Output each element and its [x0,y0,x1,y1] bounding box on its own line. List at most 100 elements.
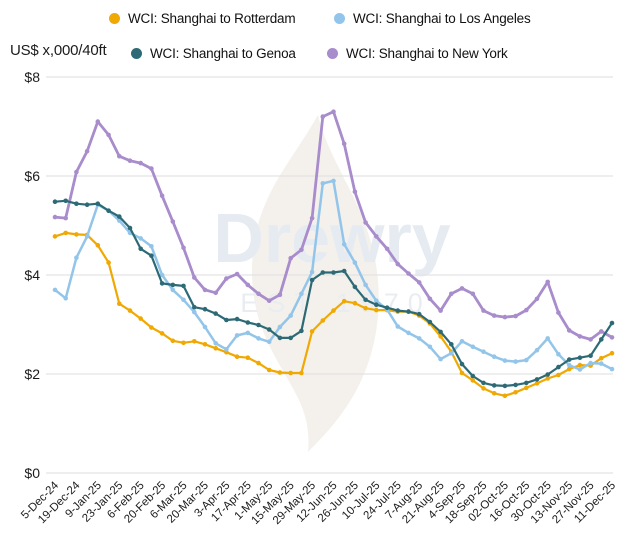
data-point[interactable] [52,287,58,293]
data-point[interactable] [224,347,229,352]
data-point[interactable] [384,305,390,311]
data-point[interactable] [106,260,111,265]
data-point[interactable] [181,340,186,346]
data-point[interactable] [502,358,508,363]
legend-item-new-york[interactable]: WCI: Shanghai to New York [327,45,508,61]
data-point[interactable] [502,314,508,320]
data-point[interactable] [331,308,336,313]
data-point[interactable] [320,318,326,323]
data-point[interactable] [449,291,454,297]
data-point[interactable] [524,385,529,391]
data-point[interactable] [491,313,497,318]
data-point[interactable] [202,324,208,330]
data-point[interactable] [374,307,379,313]
data-point[interactable] [513,313,518,319]
data-point[interactable] [341,242,347,247]
data-point[interactable] [556,364,561,370]
data-point[interactable] [395,308,401,313]
data-point[interactable] [266,298,272,304]
data-point[interactable] [459,286,465,291]
data-point[interactable] [117,301,122,307]
data-point[interactable] [159,272,165,278]
data-point[interactable] [288,370,294,376]
data-point[interactable] [438,334,443,339]
data-point[interactable] [213,311,218,316]
data-point[interactable] [149,325,154,330]
data-point[interactable] [331,109,336,114]
data-point[interactable] [213,290,218,296]
data-point[interactable] [395,261,401,267]
data-point[interactable] [384,246,390,252]
data-point[interactable] [224,317,229,323]
data-point[interactable] [213,341,218,346]
data-point[interactable] [159,281,165,286]
data-point[interactable] [449,342,454,347]
data-point[interactable] [341,298,347,304]
legend-item-los-angeles[interactable]: WCI: Shanghai to Los Angeles [334,10,531,26]
data-point[interactable] [320,114,326,119]
data-point[interactable] [309,215,315,221]
data-point[interactable] [470,344,476,350]
data-point[interactable] [513,382,518,388]
data-point[interactable] [524,380,529,386]
data-point[interactable] [374,234,379,239]
data-point[interactable] [117,218,122,223]
data-point[interactable] [202,342,208,347]
data-point[interactable] [234,271,240,277]
data-point[interactable] [481,308,486,313]
data-point[interactable] [363,297,368,303]
data-point[interactable] [320,181,326,186]
data-point[interactable] [566,362,572,368]
data-point[interactable] [288,313,294,318]
data-point[interactable] [170,282,176,288]
data-point[interactable] [63,230,68,236]
data-point[interactable] [245,282,251,288]
data-point[interactable] [52,214,58,220]
data-point[interactable] [74,169,79,175]
data-point[interactable] [202,306,208,312]
data-point[interactable] [106,208,111,213]
data-point[interactable] [256,322,261,328]
data-point[interactable] [84,202,90,207]
data-point[interactable] [74,232,79,237]
data-point[interactable] [534,377,540,382]
legend-item-genoa[interactable]: WCI: Shanghai to Genoa [131,45,296,61]
data-point[interactable] [95,201,101,206]
data-point[interactable] [138,236,143,241]
data-point[interactable] [588,360,593,366]
data-point[interactable] [545,372,550,377]
data-point[interactable] [513,359,518,364]
data-point[interactable] [266,339,272,345]
data-point[interactable] [138,246,143,252]
data-point[interactable] [513,390,518,395]
data-point[interactable] [449,350,454,356]
data-point[interactable] [95,243,101,248]
data-point[interactable] [127,308,133,313]
data-point[interactable] [588,337,593,342]
data-point[interactable] [341,268,347,274]
data-point[interactable] [577,367,583,372]
data-point[interactable] [577,362,583,368]
data-point[interactable] [609,335,615,340]
data-point[interactable] [502,383,508,389]
data-point[interactable] [138,316,143,321]
series-genoa[interactable] [52,198,615,389]
data-point[interactable] [352,284,358,290]
data-point[interactable] [566,357,572,362]
data-point[interactable] [599,329,604,334]
data-point[interactable] [577,334,583,339]
data-point[interactable] [309,329,315,334]
series-angeles[interactable] [52,178,615,372]
data-point[interactable] [256,360,261,366]
data-point[interactable] [352,300,358,306]
data-point[interactable] [363,282,368,288]
data-point[interactable] [416,311,422,317]
data-point[interactable] [234,316,240,322]
data-point[interactable] [74,255,79,260]
data-point[interactable] [170,219,176,224]
data-point[interactable] [481,349,486,355]
data-point[interactable] [566,328,572,333]
data-point[interactable] [170,338,176,344]
data-point[interactable] [127,225,133,231]
data-point[interactable] [245,320,251,325]
